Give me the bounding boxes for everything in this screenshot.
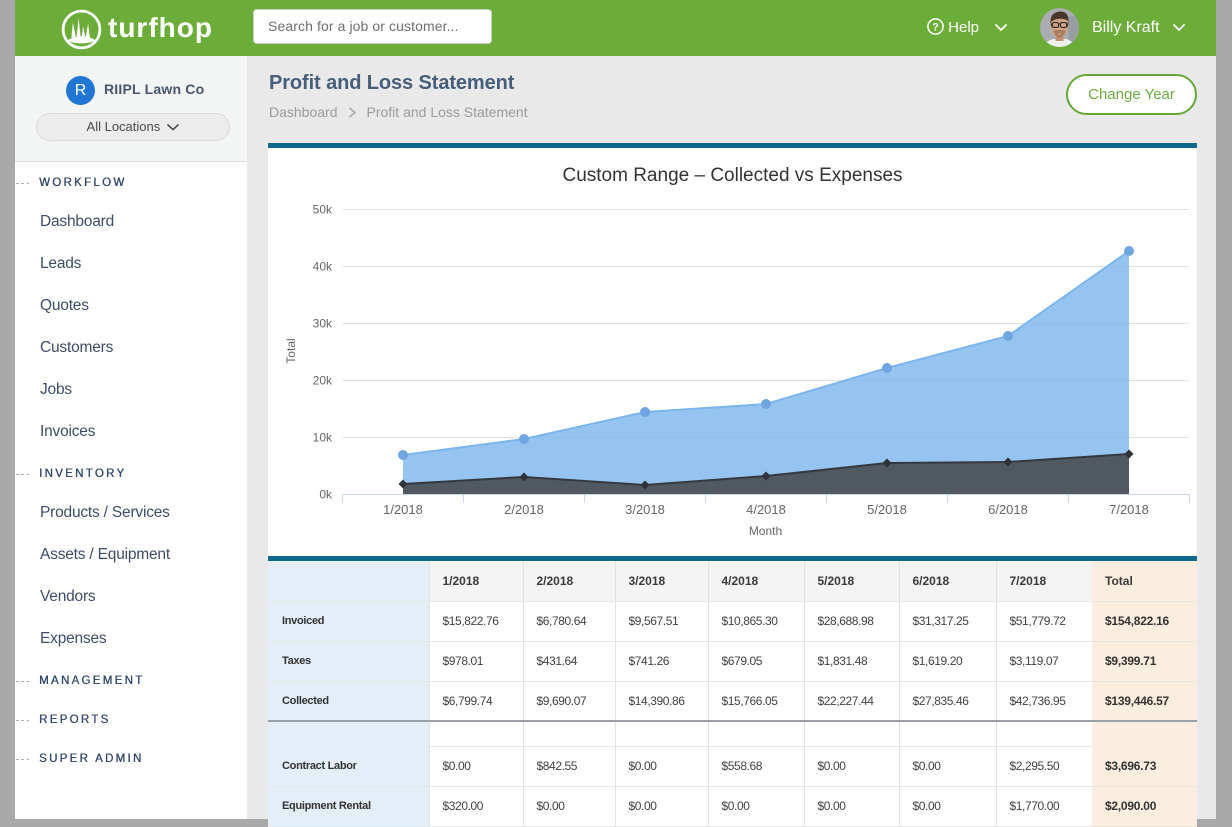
svg-text:6/2018: 6/2018 xyxy=(988,502,1028,517)
svg-text:2/2018: 2/2018 xyxy=(504,502,544,517)
svg-text:Custom Range – Collected vs Ex: Custom Range – Collected vs Expenses xyxy=(562,165,902,186)
svg-text:3/2018: 3/2018 xyxy=(625,502,665,517)
svg-text:30k: 30k xyxy=(313,317,333,331)
svg-text:7/2018: 7/2018 xyxy=(1109,502,1149,517)
svg-text:5/2018: 5/2018 xyxy=(867,502,907,517)
svg-text:1/2018: 1/2018 xyxy=(383,502,423,517)
svg-text:4/2018: 4/2018 xyxy=(746,502,786,517)
svg-text:Month: Month xyxy=(749,524,782,538)
svg-text:Total: Total xyxy=(284,338,298,363)
svg-text:10k: 10k xyxy=(313,431,333,445)
svg-text:?: ? xyxy=(932,22,939,34)
svg-text:20k: 20k xyxy=(313,374,333,388)
svg-text:50k: 50k xyxy=(313,203,333,217)
svg-text:40k: 40k xyxy=(313,260,333,274)
svg-text:0k: 0k xyxy=(319,488,333,502)
